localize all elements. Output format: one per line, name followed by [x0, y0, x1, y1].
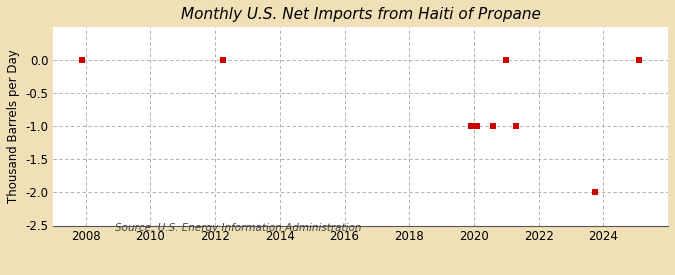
Y-axis label: Thousand Barrels per Day: Thousand Barrels per Day — [7, 50, 20, 203]
Point — [218, 58, 229, 62]
Point — [472, 124, 483, 129]
Point — [501, 58, 512, 62]
Point — [488, 124, 499, 129]
Point — [465, 124, 476, 129]
Point — [510, 124, 521, 129]
Point — [77, 58, 88, 62]
Point — [634, 58, 645, 62]
Text: Source: U.S. Energy Information Administration: Source: U.S. Energy Information Administ… — [115, 223, 361, 233]
Point — [590, 190, 601, 195]
Title: Monthly U.S. Net Imports from Haiti of Propane: Monthly U.S. Net Imports from Haiti of P… — [181, 7, 541, 22]
